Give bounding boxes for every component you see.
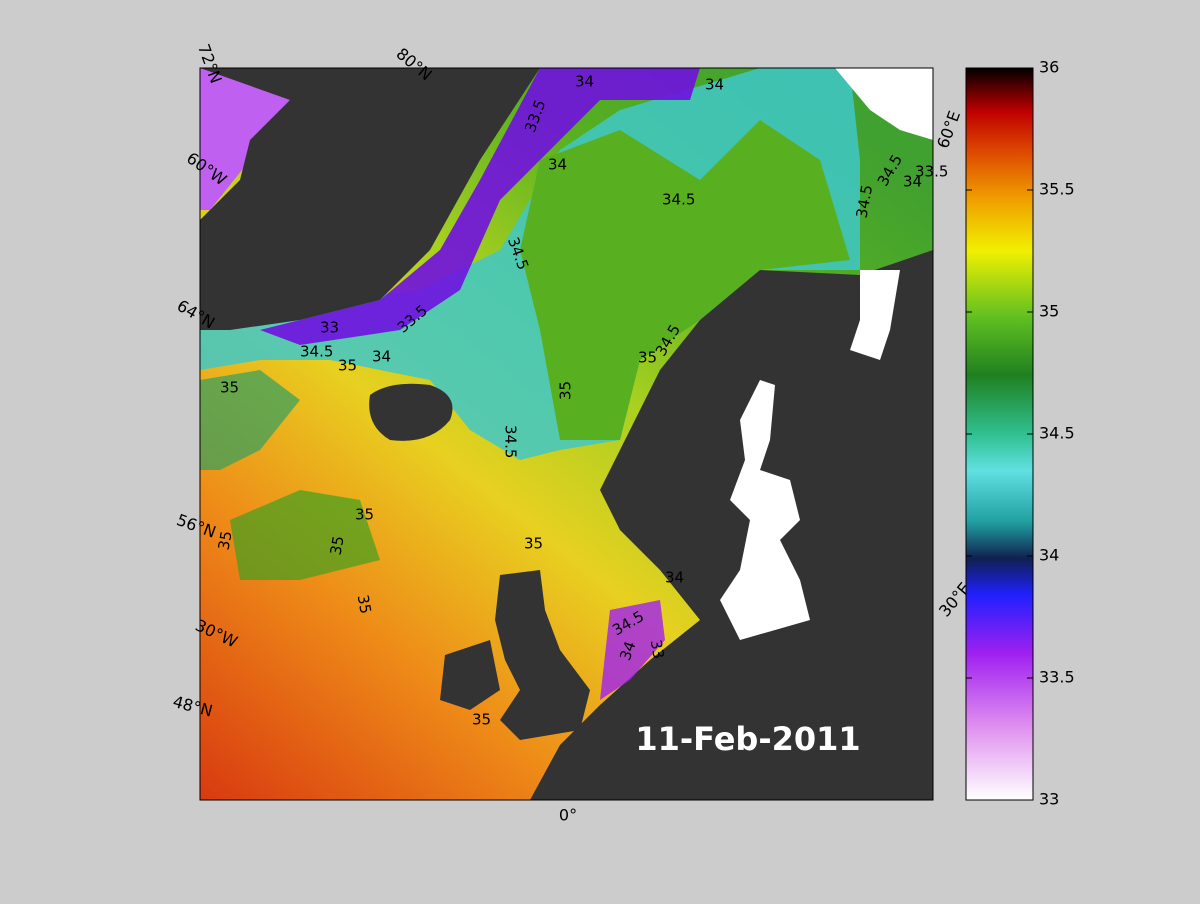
contour-label: 34.5 — [502, 425, 520, 458]
fresh-water — [200, 68, 300, 210]
contour-label: 33 — [320, 319, 339, 337]
contour-label: 35 — [472, 711, 491, 729]
scandinavia-europe — [530, 250, 933, 800]
contour-label: 35 — [354, 593, 375, 615]
greenland — [200, 68, 540, 330]
colorbar-tick-label: 33 — [1039, 790, 1059, 809]
contour-label: 35 — [524, 535, 543, 553]
contour-label: 34 — [575, 73, 594, 91]
graticule-label: 0° — [559, 806, 577, 825]
contour-label: 35 — [215, 530, 236, 552]
contour-label: 34.5 — [300, 343, 333, 361]
contour-label: 34 — [705, 76, 724, 94]
contour-label: 34 — [372, 348, 391, 366]
colorbar-tick-label: 34.5 — [1039, 424, 1075, 443]
contour-label: 35 — [327, 535, 348, 557]
sea-ice — [835, 68, 933, 140]
colorbar — [965, 67, 1034, 801]
great-britain — [495, 570, 590, 740]
contour-label: 34 — [665, 569, 684, 587]
white-sea — [850, 270, 900, 360]
graticule-label: 60°E — [933, 108, 964, 151]
iceland — [369, 383, 453, 441]
contour-label: 35 — [220, 379, 239, 397]
contour-label: 34 — [616, 639, 639, 663]
contour-label: 35 — [557, 381, 575, 400]
map — [200, 68, 933, 800]
contour-label: 33 — [647, 638, 668, 660]
contour-label: 34 — [548, 156, 567, 174]
green-water — [200, 370, 300, 470]
contour-label: 33.5 — [915, 163, 948, 181]
contour-label: 35 — [338, 357, 357, 375]
contour-label: 35 — [638, 349, 657, 367]
colorbar-tick-label: 35.5 — [1039, 180, 1075, 199]
baltic-sea — [720, 380, 810, 640]
colorbar-tick-label: 34 — [1039, 546, 1059, 565]
contour-label: 34.5 — [853, 183, 877, 219]
green-water — [230, 490, 380, 580]
fresh-water — [260, 68, 700, 345]
map-frame — [199, 67, 934, 801]
colorbar-tick-label: 33.5 — [1039, 668, 1075, 687]
green-water — [520, 120, 850, 440]
colorbar-tick-label: 36 — [1039, 58, 1059, 77]
ireland — [440, 640, 500, 710]
contour-label: 35 — [355, 506, 374, 524]
colorbar-tick-label: 35 — [1039, 302, 1059, 321]
contour-label: 34.5 — [662, 191, 695, 209]
date-label: 11-Feb-2011 — [635, 720, 860, 758]
fresh-water — [600, 600, 665, 700]
graticule-label: 72°N — [194, 41, 226, 85]
contour-label: 34 — [903, 173, 922, 191]
